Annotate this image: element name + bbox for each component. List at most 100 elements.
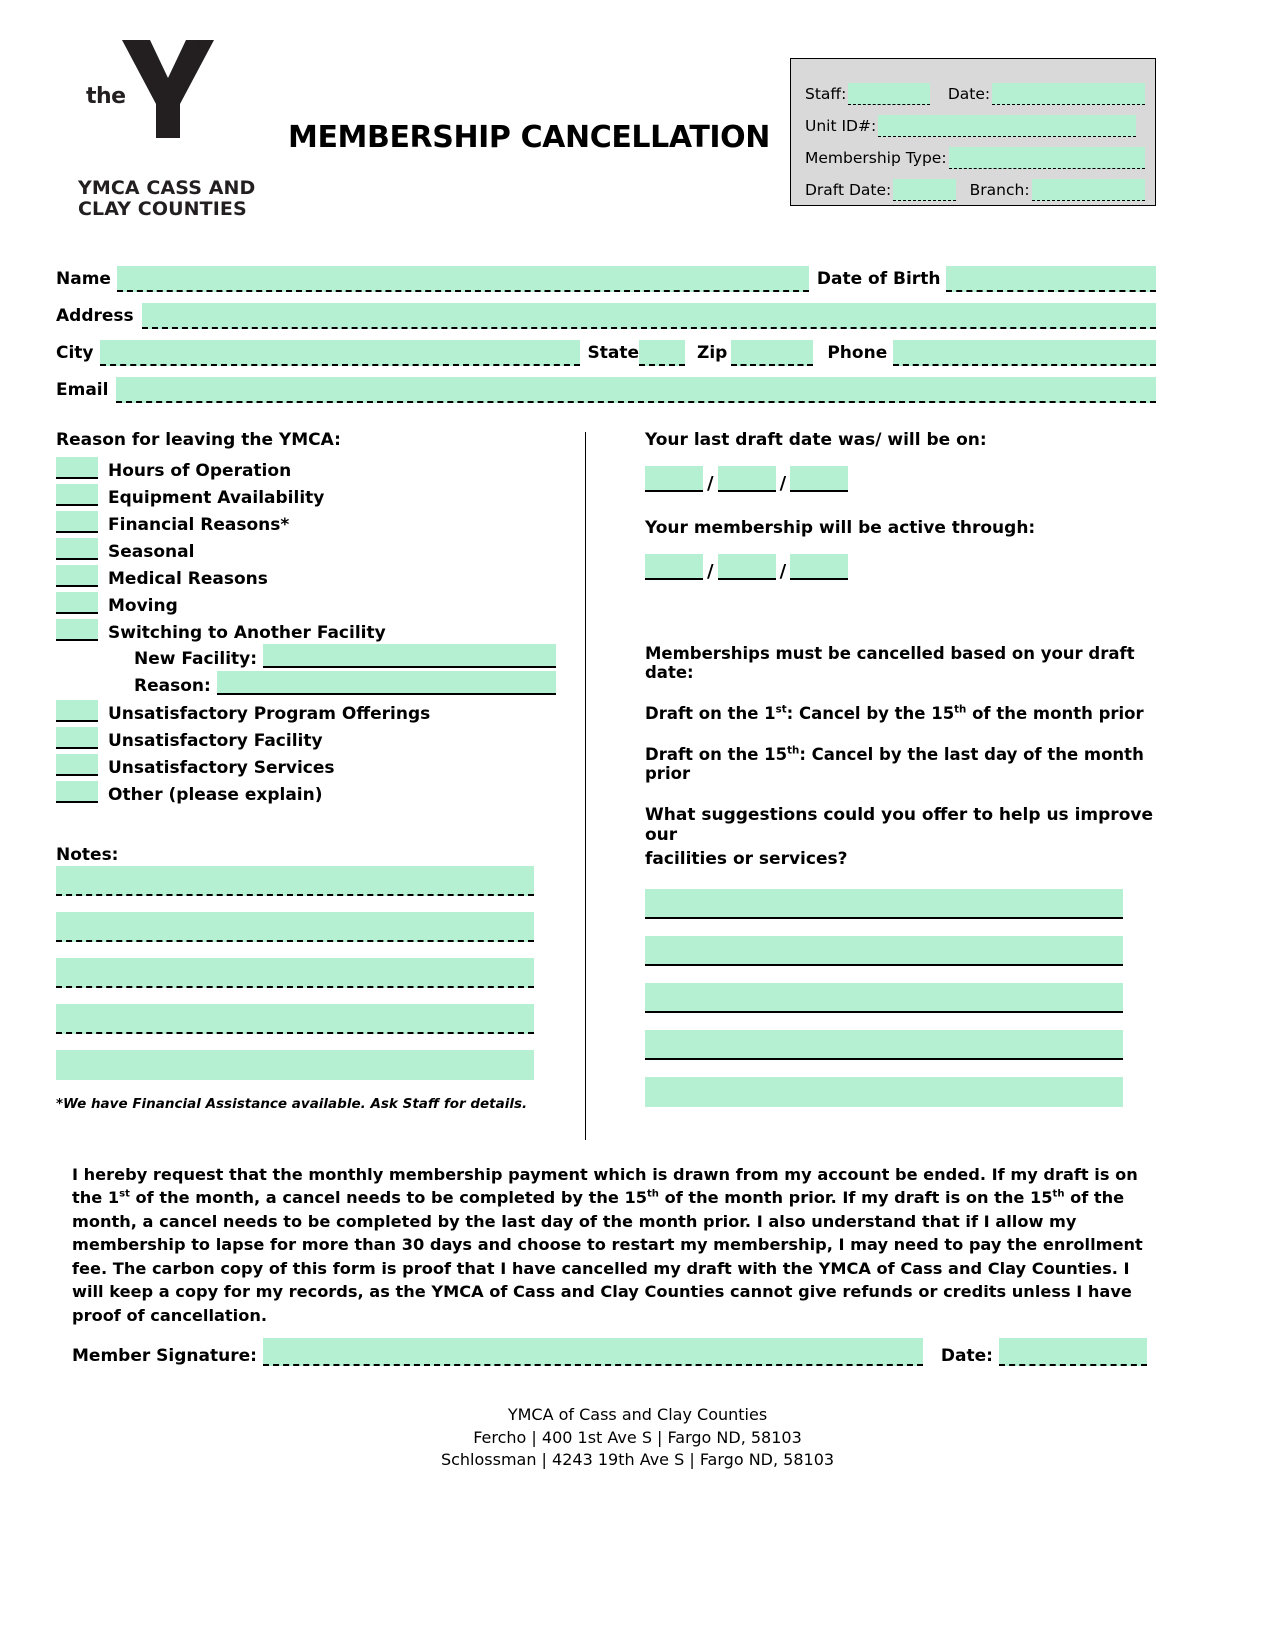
reasons-heading: Reason for leaving the YMCA: <box>56 430 341 450</box>
reason-checkbox[interactable] <box>56 727 98 749</box>
suggestions-line[interactable] <box>645 936 1123 966</box>
reason-checkbox[interactable] <box>56 484 98 506</box>
suggestions-line[interactable] <box>645 1030 1123 1060</box>
active-through-question: Your membership will be active through: <box>645 518 1036 538</box>
suggestions-line[interactable] <box>645 983 1123 1013</box>
legal-sup3: th <box>1052 1189 1065 1201</box>
reason-item[interactable]: Financial Reasons* <box>56 506 556 534</box>
footer-address-schlossman: Schlossman | 4243 19th Ave S | Fargo ND,… <box>440 1450 835 1470</box>
reason-label: Seasonal <box>108 542 195 562</box>
new-facility-label: New Facility: <box>134 649 258 669</box>
phone-input[interactable] <box>893 340 1156 366</box>
legal-p4: of the month, a cancel needs to be compl… <box>72 1188 1143 1325</box>
switch-reason-input[interactable] <box>216 671 556 695</box>
suggestions-question-line1: What suggestions could you offer to help… <box>645 805 1153 845</box>
reason-item[interactable]: Medical Reasons <box>56 560 556 589</box>
active-day-input[interactable] <box>717 554 776 580</box>
staff-date-input[interactable] <box>992 83 1145 105</box>
city-input[interactable] <box>99 340 580 366</box>
policy-rule1-sup2: th <box>954 704 967 716</box>
policy-rule1-post: of the month prior <box>966 704 1144 723</box>
reason-label: Unsatisfactory Facility <box>108 731 323 751</box>
date-separator: / <box>779 473 787 494</box>
dob-input[interactable] <box>946 266 1156 292</box>
state-input[interactable] <box>639 340 686 366</box>
reason-label: Equipment Availability <box>108 488 325 508</box>
signature-date-input[interactable] <box>998 1338 1147 1366</box>
address-row: Address <box>56 289 1156 329</box>
policy-rule-15th: Draft on the 15th: Cancel by the last da… <box>645 745 1165 783</box>
membership-type-input[interactable] <box>948 147 1145 169</box>
reason-checkbox[interactable] <box>56 511 98 533</box>
policy-rule2-pre: Draft on the 15 <box>645 745 788 764</box>
member-signature-input[interactable] <box>262 1338 923 1366</box>
notes-line[interactable] <box>56 958 534 988</box>
reason-checkbox[interactable] <box>56 619 98 641</box>
column-divider <box>585 432 586 1140</box>
two-column-body: Reason for leaving the YMCA: Hours of Op… <box>0 430 1275 1150</box>
name-label: Name <box>56 269 111 289</box>
member-signature-label: Member Signature: <box>72 1346 257 1366</box>
staff-row-2: Unit ID#: <box>805 103 1145 137</box>
last-draft-day-input[interactable] <box>717 466 776 492</box>
legal-sup1: st <box>119 1189 130 1201</box>
page-footer: YMCA of Cass and Clay Counties Fercho | … <box>0 1404 1275 1472</box>
active-year-input[interactable] <box>790 554 849 580</box>
reason-checkbox[interactable] <box>56 538 98 560</box>
reason-checkbox[interactable] <box>56 754 98 776</box>
email-label: Email <box>56 380 109 400</box>
legal-p1: I hereby request that the monthly member… <box>72 1165 1138 1208</box>
zip-input[interactable] <box>731 340 814 366</box>
date-separator: / <box>779 561 787 582</box>
active-month-input[interactable] <box>645 554 703 580</box>
financial-assistance-footnote: *We have Financial Assistance available.… <box>56 1096 528 1112</box>
suggestions-question-line2: facilities or services? <box>645 849 848 869</box>
reason-item[interactable]: Equipment Availability <box>56 479 556 508</box>
reason-checkbox[interactable] <box>56 457 98 479</box>
draft-date-input[interactable] <box>893 179 956 201</box>
policy-rule1-mid: : Cancel by the 15 <box>786 704 955 723</box>
last-draft-year-input[interactable] <box>790 466 849 492</box>
address-input[interactable] <box>141 303 1156 329</box>
reason-item[interactable]: Seasonal <box>56 533 556 562</box>
reason-item[interactable]: Unsatisfactory Facility <box>56 722 556 751</box>
reason-label: Unsatisfactory Services <box>108 758 335 778</box>
new-facility-row: New Facility: <box>56 641 556 669</box>
email-row: Email <box>56 363 1156 403</box>
last-draft-month-input[interactable] <box>645 466 703 492</box>
page-header: the YMCA ® YMCA CASS AND CLAY COUNTIES M… <box>0 0 1275 225</box>
reason-label: Moving <box>108 596 178 616</box>
org-name-line1: YMCA CASS AND <box>78 177 256 199</box>
new-facility-input[interactable] <box>263 644 556 668</box>
legal-sup2: th <box>647 1189 659 1201</box>
reason-item[interactable]: Hours of Operation <box>56 452 556 480</box>
footer-address-fercho: Fercho | 400 1st Ave S | Fargo ND, 58103 <box>473 1427 802 1447</box>
reason-item[interactable]: Switching to Another Facility <box>56 614 556 642</box>
reason-checkbox[interactable] <box>56 700 98 722</box>
notes-line[interactable] <box>56 1004 534 1034</box>
unit-id-input[interactable] <box>878 115 1137 137</box>
reason-checkbox[interactable] <box>56 592 98 614</box>
reason-checkbox[interactable] <box>56 781 98 803</box>
reason-item[interactable]: Unsatisfactory Services <box>56 749 556 778</box>
staff-input[interactable] <box>848 83 930 105</box>
notes-line[interactable] <box>56 866 534 896</box>
signature-row: Member Signature: Date: <box>72 1338 1152 1366</box>
notes-line[interactable] <box>56 1050 534 1080</box>
footer-org-name: YMCA of Cass and Clay Counties <box>507 1405 768 1424</box>
reason-item[interactable]: Other (please explain) <box>56 776 556 804</box>
branch-input[interactable] <box>1031 179 1145 201</box>
reason-item[interactable]: Unsatisfactory Program Offerings <box>56 695 556 723</box>
suggestions-line[interactable] <box>645 1077 1123 1107</box>
name-input[interactable] <box>116 266 809 292</box>
signature-date-label: Date: <box>940 1346 993 1366</box>
reason-item[interactable]: Moving <box>56 587 556 616</box>
reason-checkbox[interactable] <box>56 565 98 587</box>
notes-line[interactable] <box>56 912 534 942</box>
reason-label: Medical Reasons <box>108 569 268 589</box>
logo-the-text: the <box>86 84 126 109</box>
ymca-logo: the YMCA ® YMCA CASS AND CLAY COUNTIES <box>78 38 308 220</box>
email-input[interactable] <box>116 377 1156 403</box>
suggestions-line[interactable] <box>645 889 1123 919</box>
